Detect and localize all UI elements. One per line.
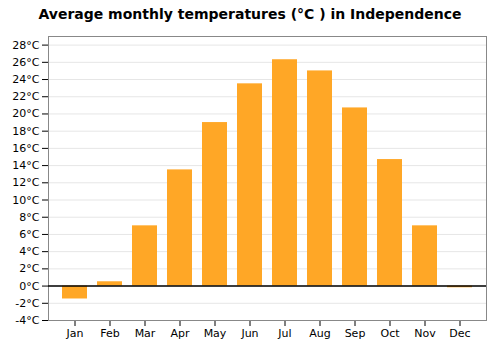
svg-text:Jun: Jun bbox=[240, 327, 258, 340]
svg-text:16°C: 16°C bbox=[12, 142, 39, 155]
svg-text:Feb: Feb bbox=[100, 327, 119, 340]
svg-text:6°C: 6°C bbox=[19, 228, 39, 241]
svg-text:14°C: 14°C bbox=[12, 159, 39, 172]
svg-text:8°C: 8°C bbox=[19, 211, 39, 224]
svg-text:20°C: 20°C bbox=[12, 107, 39, 120]
svg-text:26°C: 26°C bbox=[12, 56, 39, 69]
svg-text:0°C: 0°C bbox=[19, 280, 39, 293]
svg-text:May: May bbox=[204, 327, 227, 340]
svg-text:Jan: Jan bbox=[66, 327, 84, 340]
svg-text:Mar: Mar bbox=[135, 327, 156, 340]
svg-text:Nov: Nov bbox=[414, 327, 436, 340]
svg-text:2°C: 2°C bbox=[19, 262, 39, 275]
svg-text:Apr: Apr bbox=[170, 327, 190, 340]
svg-text:12°C: 12°C bbox=[12, 176, 39, 189]
html-text:Average monthly temperatures (: Average monthly temperatures (°C ) in In… bbox=[38, 6, 462, 22]
svg-text:18°C: 18°C bbox=[12, 125, 39, 138]
svg-text:24°C: 24°C bbox=[12, 73, 39, 86]
svg-text:28°C: 28°C bbox=[12, 39, 39, 52]
svg-text:Sep: Sep bbox=[345, 327, 366, 340]
svg-text:-2°C: -2°C bbox=[15, 297, 39, 310]
svg-text:10°C: 10°C bbox=[12, 194, 39, 207]
svg-text:Aug: Aug bbox=[309, 327, 330, 340]
svg-text:Oct: Oct bbox=[380, 327, 400, 340]
svg-text:Dec: Dec bbox=[449, 327, 470, 340]
svg-text:4°C: 4°C bbox=[19, 245, 39, 258]
svg-text:-4°C: -4°C bbox=[15, 314, 39, 327]
svg-text:22°C: 22°C bbox=[12, 90, 39, 103]
svg-text:Jul: Jul bbox=[277, 327, 291, 340]
